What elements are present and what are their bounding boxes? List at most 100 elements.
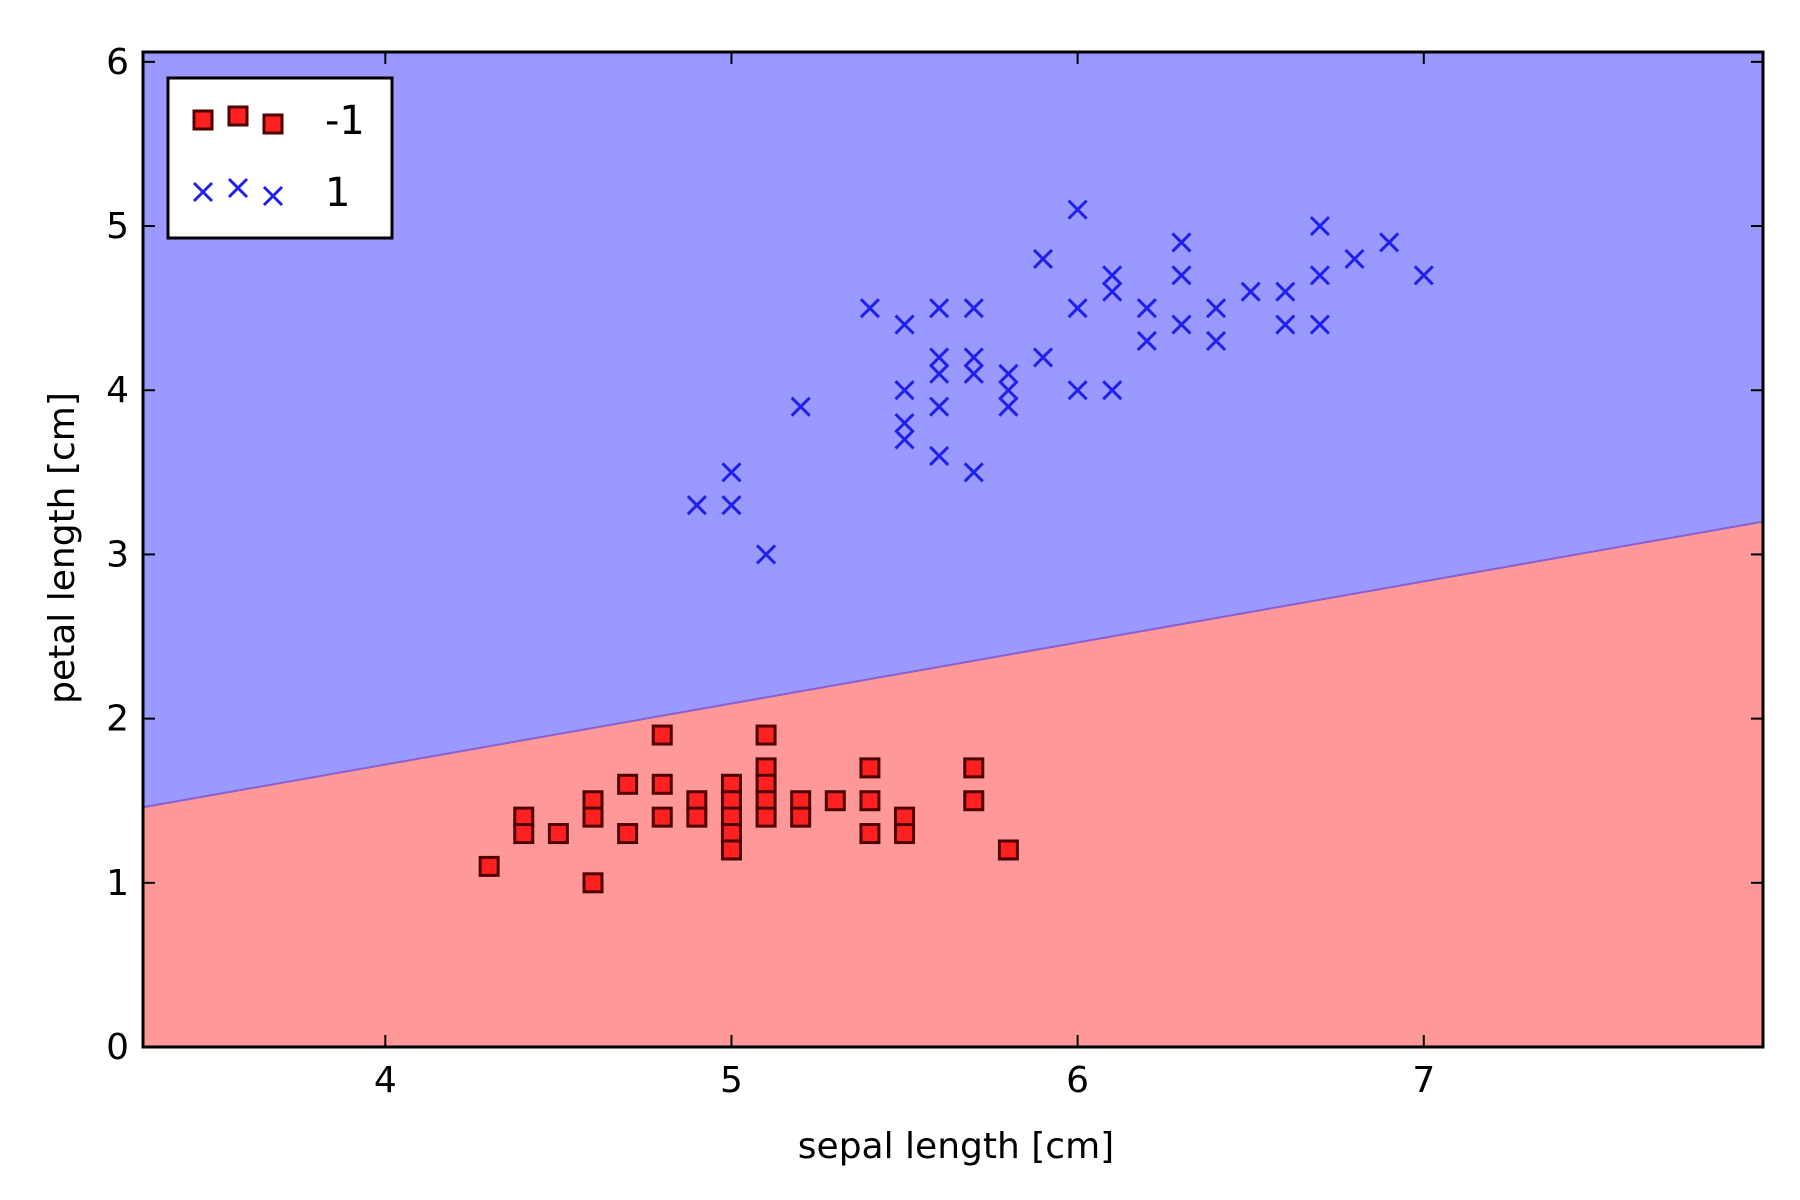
series-negative (478, 724, 1019, 894)
data-point-x (1102, 281, 1123, 302)
x-marker-stroke (790, 396, 811, 417)
data-point-square (478, 855, 500, 877)
x-marker-stroke (929, 347, 950, 368)
x-marker-stroke (1275, 314, 1296, 335)
decision-regions (142, 52, 1764, 1047)
data-point-x (998, 363, 1019, 384)
x-marker-stroke (1309, 314, 1330, 335)
data-point-x (929, 298, 950, 319)
x-marker-stroke (192, 181, 214, 203)
legend-entries: -1 1 (192, 98, 365, 216)
x-marker-stroke (859, 298, 880, 319)
data-point-x (790, 396, 811, 417)
x-marker-stroke (1102, 380, 1123, 401)
x-marker-stroke (963, 298, 984, 319)
data-point-x (894, 314, 915, 335)
x-tick-label: 5 (720, 1060, 743, 1101)
data-point-x (1171, 265, 1192, 286)
data-point-x (1067, 199, 1088, 220)
plot-frame (141, 50, 1765, 1049)
data-point-x (1102, 380, 1123, 401)
x-marker-stroke (929, 363, 950, 384)
x-tick-label: 6 (1066, 1060, 1089, 1101)
x-marker-stroke (1032, 248, 1054, 269)
x-marker-stroke (998, 363, 1019, 384)
data-point-x (756, 544, 777, 565)
data-point-square (963, 790, 985, 812)
x-marker-stroke (227, 177, 249, 199)
y-tick-label: 0 (106, 1027, 129, 1068)
data-point-square (755, 806, 777, 828)
data-point-x (721, 462, 742, 483)
x-marker-stroke (1067, 199, 1088, 220)
decision-region-positive (143, 52, 1763, 808)
legend-entry-negative: -1 (192, 98, 365, 144)
x-marker-stroke (1240, 281, 1261, 302)
data-point-x (998, 380, 1019, 401)
x-marker-stroke (894, 429, 915, 450)
x-marker-stroke (1171, 265, 1192, 286)
data-point-x (998, 396, 1019, 417)
x-marker-stroke (1344, 248, 1365, 269)
data-point-square (617, 773, 639, 795)
data-point-square (513, 823, 535, 845)
data-point-x (1032, 248, 1054, 269)
y-tick-label: 1 (106, 863, 129, 904)
x-marker-stroke (998, 396, 1019, 417)
data-point-square (651, 806, 673, 828)
y-tick-label: 6 (106, 42, 129, 83)
x-marker-stroke (963, 363, 984, 384)
y-tick-label: 5 (106, 206, 129, 247)
data-point-x (894, 429, 915, 450)
legend-marker-x (192, 181, 214, 203)
data-point-x (1136, 298, 1157, 319)
x-marker-stroke (1206, 298, 1227, 319)
data-point-x (1344, 248, 1365, 269)
data-point-x (1275, 281, 1296, 302)
data-point-square (859, 757, 881, 779)
legend: -1 1 (166, 76, 394, 240)
decision-region-negative (143, 521, 1763, 1047)
data-point-x (929, 396, 950, 417)
data-point-x (1171, 232, 1192, 253)
data-point-x (1206, 330, 1227, 352)
data-point-x (1309, 314, 1330, 335)
data-point-x (894, 380, 915, 401)
x-marker-stroke (894, 413, 915, 434)
x-marker-stroke (894, 380, 915, 401)
x-marker-stroke (1275, 281, 1296, 302)
axis-ticks: 4 5 6 7 0 1 2 3 4 5 6 (106, 42, 1763, 1101)
legend-marker-square (192, 109, 214, 131)
data-point-square (651, 773, 673, 795)
data-point-square (686, 806, 708, 828)
data-point-x (1413, 265, 1434, 286)
x-marker-stroke (1309, 215, 1330, 237)
x-marker-stroke (262, 185, 284, 207)
data-point-x (1102, 265, 1123, 286)
x-marker-stroke (929, 396, 950, 417)
x-marker-stroke (963, 462, 984, 483)
x-marker-stroke (1136, 330, 1157, 352)
data-point-square (617, 823, 639, 845)
x-marker-stroke (1102, 265, 1123, 286)
data-point-square (859, 790, 881, 812)
data-point-x (1067, 380, 1088, 401)
data-point-x (963, 363, 984, 384)
data-point-x (1240, 281, 1261, 302)
data-point-square (755, 724, 777, 746)
data-point-x (963, 462, 984, 483)
data-point-square (582, 872, 604, 894)
data-point-square (720, 839, 742, 861)
data-point-x (963, 298, 984, 319)
x-marker-stroke (1309, 265, 1330, 286)
legend-marker-square (262, 113, 284, 135)
data-point-x (1379, 232, 1400, 253)
x-marker-stroke (1171, 232, 1192, 253)
data-point-x (721, 495, 742, 516)
data-point-x (1309, 215, 1330, 237)
data-point-square (582, 806, 604, 828)
data-point-x (1136, 330, 1157, 352)
data-point-x (686, 495, 707, 516)
y-tick-label: 4 (106, 370, 129, 411)
data-point-square (963, 757, 985, 779)
